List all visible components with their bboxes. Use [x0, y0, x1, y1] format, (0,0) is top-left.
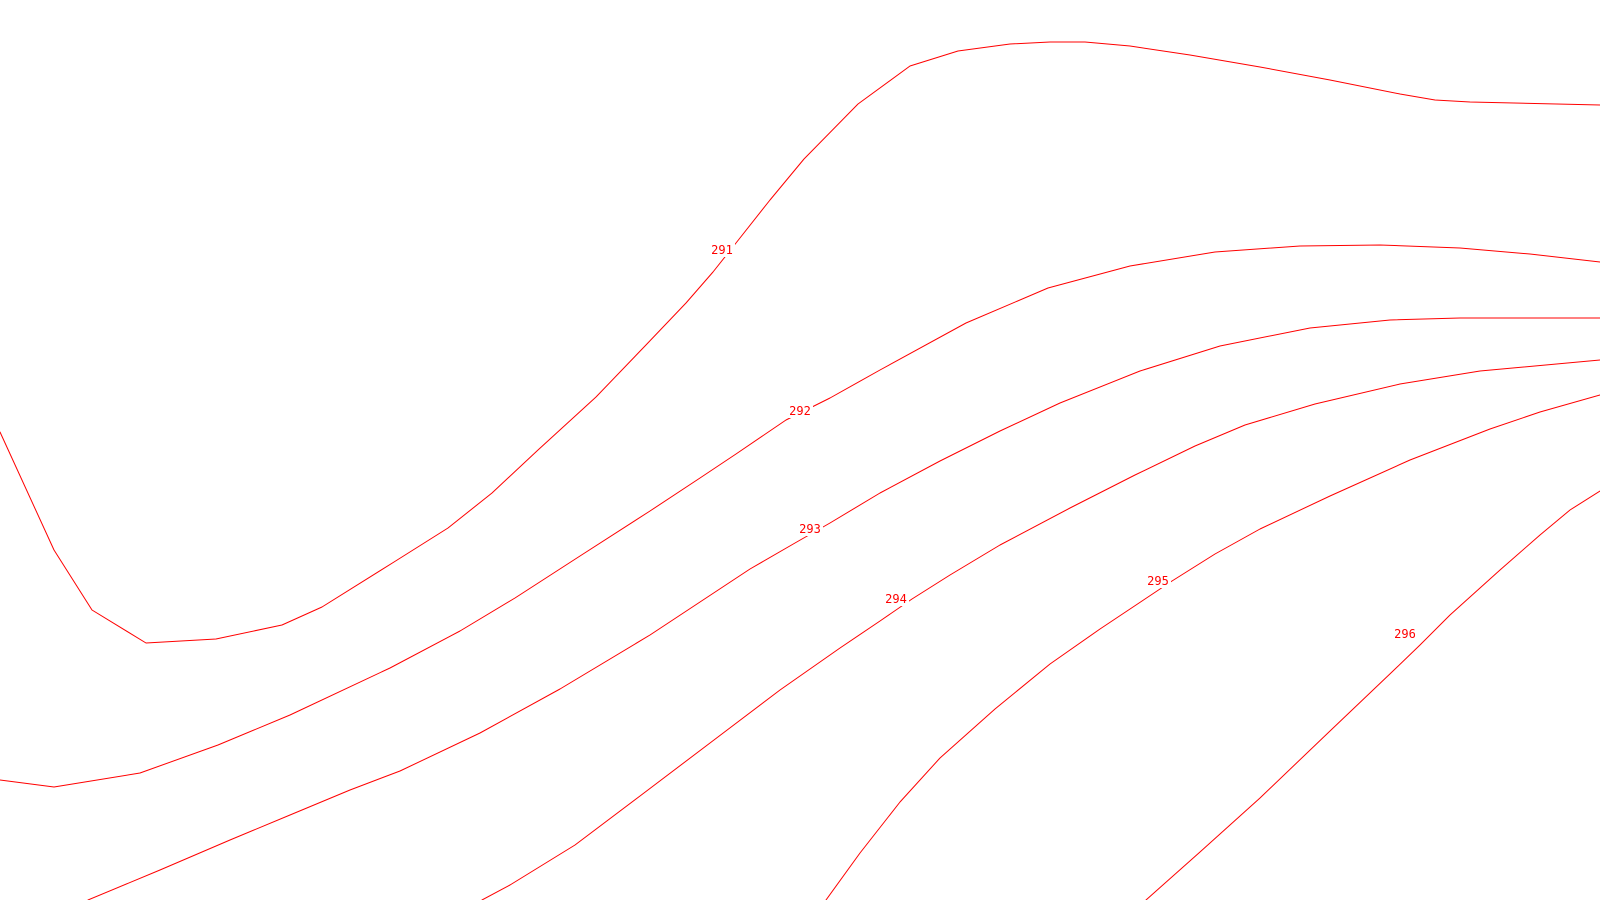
contour-label-bg-293: [797, 522, 823, 536]
contour-label-bg-295: [1145, 574, 1171, 588]
contour-label-bg-292: [787, 404, 813, 418]
contour-292: 292: [0, 244, 1600, 788]
contour-label-291: 291: [711, 243, 733, 257]
contour-line-296: [1145, 490, 1600, 900]
contour-296: 296: [1145, 490, 1600, 900]
contour-label-292: 292: [789, 404, 811, 418]
contour-294: 294: [481, 359, 1600, 900]
contour-line-291: [0, 41, 1600, 644]
contour-label-296: 296: [1394, 627, 1416, 641]
contour-label-293: 293: [799, 522, 821, 536]
contour-line-294: [481, 359, 1600, 900]
contour-line-295: [825, 394, 1600, 900]
contour-line-293: [87, 317, 1600, 900]
contour-295: 295: [825, 394, 1600, 900]
contour-label-bg-294: [883, 592, 909, 606]
contour-line-292: [0, 244, 1600, 788]
contour-291: 291: [0, 41, 1600, 644]
contour-label-295: 295: [1147, 574, 1169, 588]
contour-label-bg-291: [709, 243, 735, 257]
contour-293: 293: [87, 317, 1600, 900]
contour-label-294: 294: [885, 592, 907, 606]
contour-label-bg-296: [1392, 627, 1418, 641]
